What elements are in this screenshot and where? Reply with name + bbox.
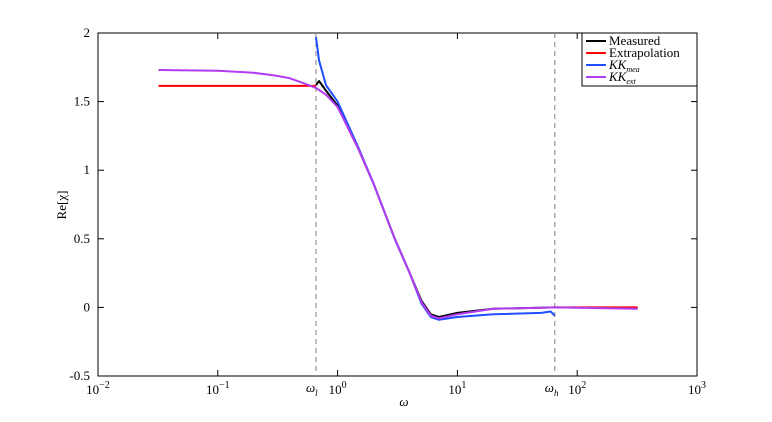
x-tick-label: 102 (568, 380, 586, 397)
reference-label-base: ω (306, 380, 315, 395)
legend-label: Extrapolation (609, 45, 680, 60)
x-tick-exponent: −1 (219, 380, 230, 391)
x-axis-label: ω (399, 394, 408, 409)
legend-name: KK (608, 57, 628, 72)
x-tick-exponent: 1 (461, 380, 466, 391)
x-tick-base: 10 (86, 382, 99, 397)
x-tick-exponent: 0 (342, 380, 347, 391)
legend-subscript: ext (626, 77, 636, 86)
legend-label: KKmea (608, 57, 640, 74)
y-tick-label: 1 (84, 162, 91, 177)
y-tick-label: 0.5 (74, 231, 90, 246)
legend-subscript: mea (626, 65, 639, 74)
y-tick-label: 0 (84, 299, 91, 314)
x-tick-base: 10 (448, 382, 461, 397)
x-tick-base: 10 (206, 382, 219, 397)
x-tick-exponent: 2 (581, 380, 586, 391)
x-tick-label: 103 (688, 380, 706, 397)
x-tick-base: 10 (568, 382, 581, 397)
legend-name: Extrapolation (609, 45, 680, 60)
y-tick-label: -0.5 (69, 368, 90, 383)
legend-name: Measured (609, 33, 661, 48)
reference-label-sub: h (554, 388, 559, 398)
x-tick-exponent: −2 (99, 380, 110, 391)
reference-label-base: ω (545, 380, 554, 395)
x-tick-exponent: 3 (701, 380, 706, 391)
y-tick-label: 1.5 (74, 94, 90, 109)
plot-frame (97, 32, 698, 377)
x-tick-label: 101 (448, 380, 466, 397)
y-axis-label: Re[χ] (54, 191, 69, 220)
legend-label: KKext (608, 69, 636, 86)
legend-name: KK (608, 69, 628, 84)
x-tick-label: 10−2 (86, 380, 110, 397)
legend-label: Measured (609, 33, 661, 48)
x-tick-base: 10 (329, 382, 342, 397)
reference-label: ωl (306, 380, 318, 398)
reference-label-sub: l (315, 388, 318, 398)
y-tick-label: 2 (84, 25, 91, 40)
x-tick-label: 100 (329, 380, 347, 397)
series-line (158, 69, 638, 320)
x-tick-label: 10−1 (206, 380, 230, 397)
x-tick-base: 10 (688, 382, 701, 397)
reference-label: ωh (545, 380, 559, 398)
